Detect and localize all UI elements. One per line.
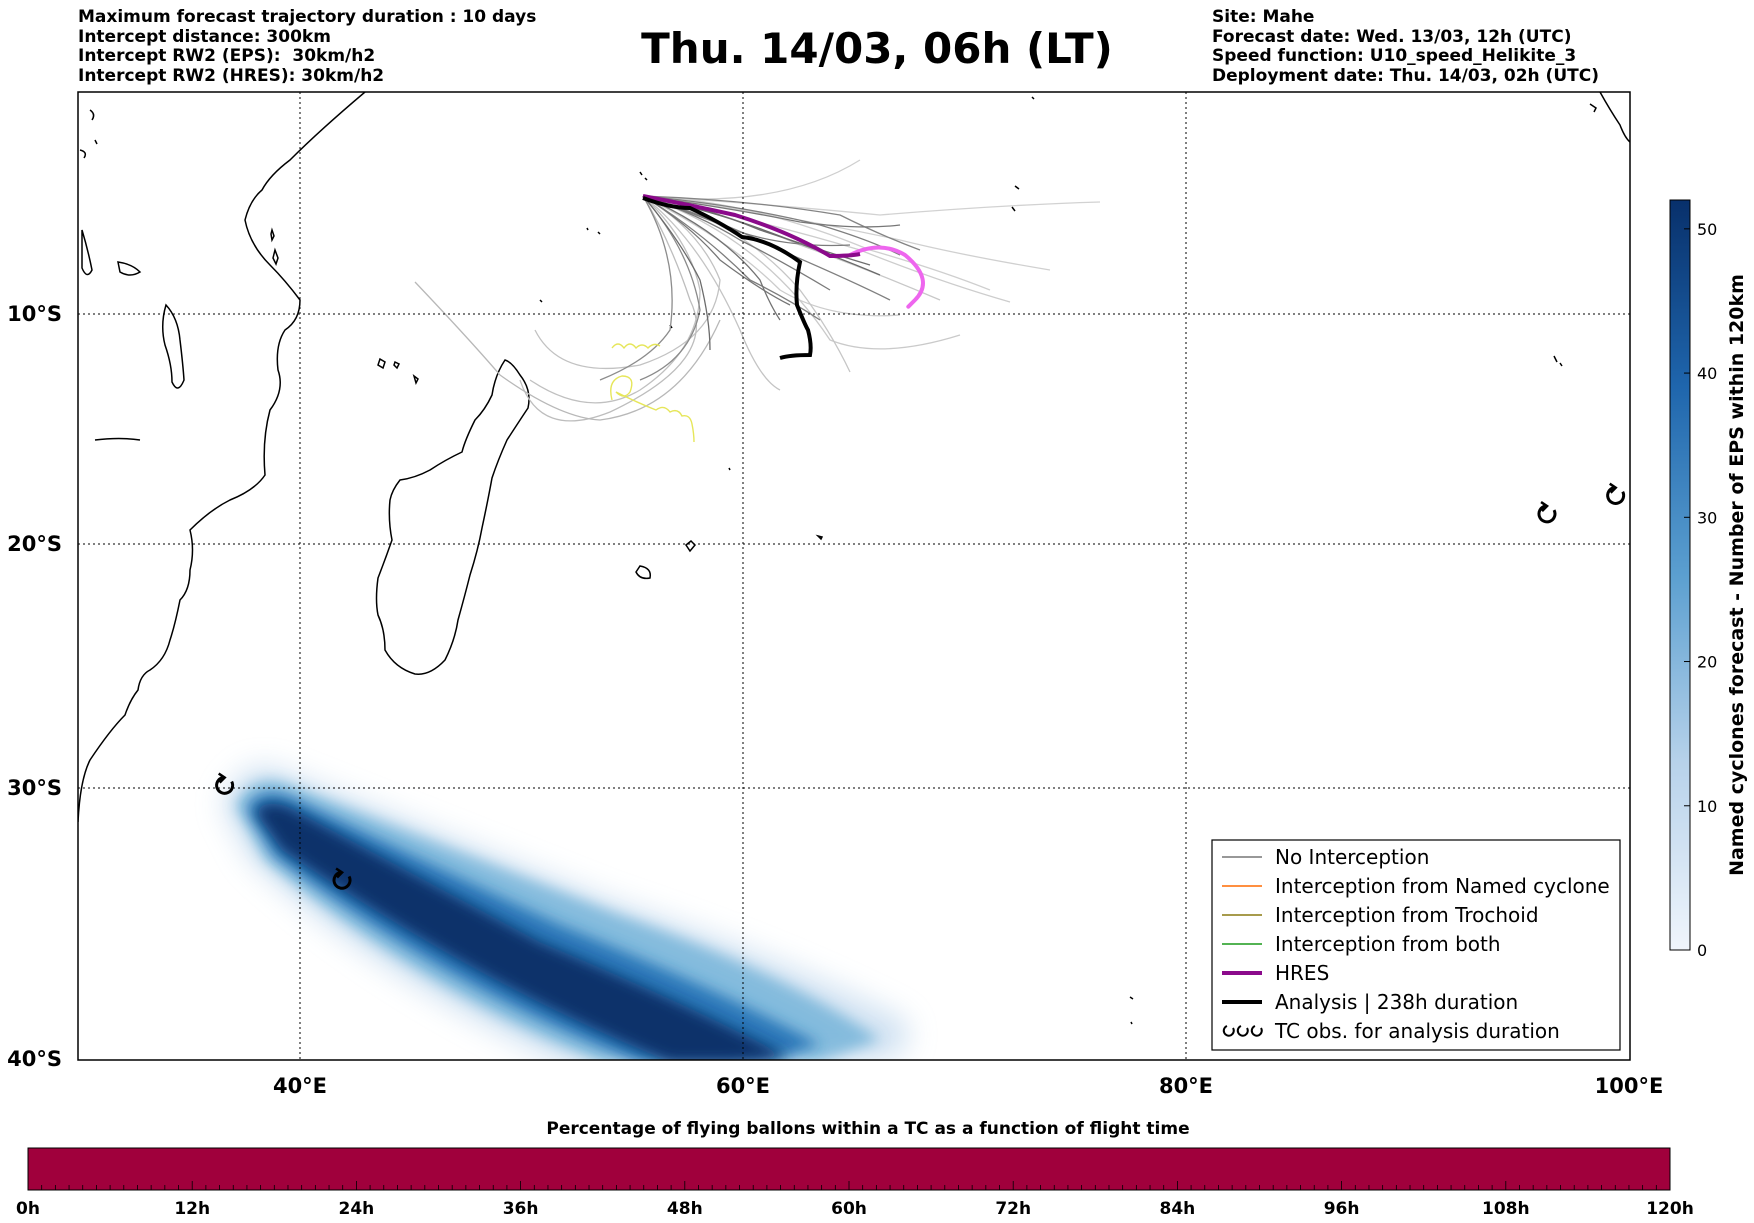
flight-time-tick: 24h: [339, 1199, 375, 1219]
tc-obs-icon: [1537, 501, 1557, 524]
hres-trajectory: [642, 194, 861, 259]
legend-item: HRES: [1222, 961, 1329, 985]
colorbar-tick: 50: [1697, 220, 1717, 239]
map-grid: [78, 92, 1630, 1060]
flight-time-tick: 72h: [995, 1199, 1031, 1219]
flight-time-bar: Percentage of flying ballons within a TC…: [16, 1119, 1694, 1219]
flight-time-tick: 108h: [1482, 1199, 1530, 1219]
lon-tick-60: 60°E: [716, 1074, 770, 1098]
intercept-eps-text: Intercept RW2 (EPS): 30km/h2: [78, 46, 376, 66]
site-text: Site: Mahe: [1212, 7, 1315, 27]
intercept-distance-text: Intercept distance: 300km: [78, 26, 331, 47]
flight-time-tick: 60h: [831, 1199, 867, 1219]
flight-time-tick: 96h: [1324, 1199, 1360, 1219]
speed-function-text: Speed function: U10_speed_Helikite_3: [1212, 46, 1577, 66]
legend-item: TC obs. for analysis duration: [1222, 1019, 1560, 1043]
legend-item: Analysis | 238h duration: [1222, 990, 1518, 1014]
map-frame: [77, 91, 1631, 1061]
header-left-info: Maximum forecast trajectory duration : 1…: [78, 7, 537, 86]
colorbar-label: Named cyclones forecast - Number of EPS …: [1726, 274, 1748, 876]
flight-time-tick: 120h: [1646, 1199, 1694, 1219]
legend-item: Interception from both: [1222, 932, 1501, 956]
hres-extension-trajectory: [849, 245, 925, 309]
lat-tick-40: 40°S: [7, 1047, 62, 1071]
legend: No Interception Interception from Named c…: [1211, 839, 1621, 1051]
tc-obs-legend-icon: [1250, 1025, 1263, 1037]
page-title: Thu. 14/03, 06h (LT): [641, 24, 1113, 73]
max-duration-text: Maximum forecast trajectory duration : 1…: [78, 7, 537, 27]
lon-tick-80: 80°E: [1159, 1074, 1213, 1098]
colorbar-tick: 40: [1697, 364, 1717, 383]
legend-label: Interception from Named cyclone: [1275, 874, 1610, 898]
flight-time-tick: 36h: [503, 1199, 539, 1219]
flight-time-tick: 84h: [1160, 1199, 1196, 1219]
tc-obs-legend-icon: [1236, 1025, 1249, 1037]
tc-obs-icon: [215, 772, 235, 795]
tc-obs-legend-icon: [1222, 1025, 1235, 1037]
tc-obs-markers: [215, 482, 1626, 890]
tc-obs-icon: [332, 867, 352, 890]
legend-label: No Interception: [1275, 845, 1429, 869]
legend-label: HRES: [1275, 961, 1329, 985]
lon-tick-100: 100°E: [1595, 1074, 1664, 1098]
colorbar-tick: 20: [1697, 653, 1717, 672]
legend-item: Interception from Named cyclone: [1222, 874, 1610, 898]
coastlines: [78, 92, 1630, 1025]
header-right-info: Site: Mahe Forecast date: Wed. 13/03, 12…: [1212, 7, 1599, 86]
cyclone-density-field: [222, 766, 909, 1060]
intercept-hres-text: Intercept RW2 (HRES): 30km/h2: [78, 65, 385, 86]
deployment-date-text: Deployment date: Thu. 14/03, 02h (UTC): [1212, 65, 1599, 86]
flight-time-tick: 0h: [16, 1199, 40, 1219]
lon-tick-40: 40°E: [273, 1074, 327, 1098]
flight-time-title: Percentage of flying ballons within a TC…: [546, 1119, 1189, 1139]
legend-item: Interception from Trochoid: [1222, 903, 1539, 927]
trochoid-trajectories: [610, 343, 695, 443]
latitude-ticks: 10°S 20°S 30°S 40°S: [7, 302, 62, 1071]
forecast-date-text: Forecast date: Wed. 13/03, 12h (UTC): [1212, 26, 1572, 47]
flight-time-tick: 12h: [174, 1199, 210, 1219]
legend-label: TC obs. for analysis duration: [1274, 1019, 1560, 1043]
flight-time-tick: 48h: [667, 1199, 703, 1219]
lat-tick-30: 30°S: [7, 776, 62, 800]
analysis-trajectory: [642, 196, 813, 360]
colorbar-tick: 0: [1697, 941, 1707, 960]
legend-label: Interception from both: [1275, 932, 1501, 956]
legend-item: No Interception: [1222, 845, 1429, 869]
colorbar-right: 0 10 20 30 40 50 Named cyclones forecast - Nu…: [1669, 199, 1748, 960]
longitude-ticks: 40°E 60°E 80°E 100°E: [273, 1074, 1663, 1098]
lat-tick-20: 20°S: [7, 532, 62, 556]
legend-label: Analysis | 238h duration: [1275, 990, 1518, 1014]
tc-obs-icon: [1606, 482, 1626, 505]
colorbar-tick: 30: [1697, 508, 1717, 527]
colorbar-tick: 10: [1697, 797, 1717, 816]
legend-label: Interception from Trochoid: [1275, 903, 1539, 927]
lat-tick-10: 10°S: [7, 302, 62, 326]
